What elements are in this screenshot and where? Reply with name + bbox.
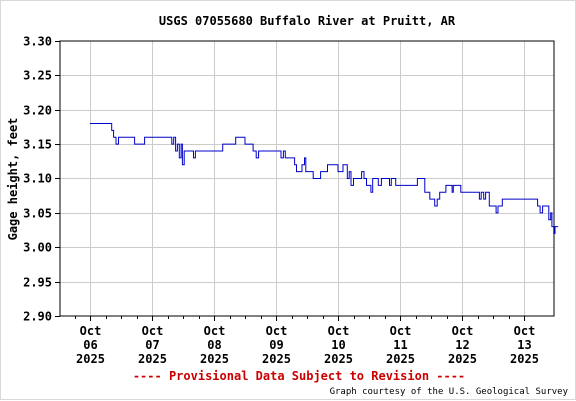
x-tick-label: 10: [331, 338, 345, 352]
grid-lines: [60, 41, 554, 316]
y-tick-label: 3.10: [23, 172, 52, 186]
y-tick-label: 3.05: [23, 207, 52, 221]
gage-height-series-line: [90, 123, 559, 234]
y-tick-label: 3.25: [23, 69, 52, 83]
y-tick-label: 2.95: [23, 276, 52, 290]
x-tick-label: 2025: [510, 352, 539, 366]
y-axis-label: Gage height, feet: [6, 118, 20, 241]
x-tick-label: 12: [455, 338, 469, 352]
x-tick-label: 2025: [386, 352, 415, 366]
chart-title: USGS 07055680 Buffalo River at Pruitt, A…: [159, 14, 456, 28]
x-tick-label: Oct: [80, 324, 102, 338]
x-tick-label: Oct: [452, 324, 474, 338]
x-tick-label: 09: [269, 338, 283, 352]
x-tick-label: 13: [517, 338, 531, 352]
x-axis-ticks: Oct062025Oct072025Oct082025Oct092025Oct1…: [75, 316, 539, 366]
usgs-courtesy-note: Graph courtesy of the U.S. Geological Su…: [330, 387, 569, 397]
y-tick-label: 2.90: [23, 310, 52, 324]
series-layer: [90, 123, 559, 234]
x-tick-label: 2025: [448, 352, 477, 366]
x-tick-label: 2025: [262, 352, 291, 366]
y-tick-label: 3.20: [23, 104, 52, 118]
x-tick-label: Oct: [204, 324, 226, 338]
x-tick-label: Oct: [514, 324, 536, 338]
x-tick-label: 2025: [76, 352, 105, 366]
x-tick-label: 11: [393, 338, 407, 352]
provisional-notice: ---- Provisional Data Subject to Revisio…: [133, 369, 465, 383]
y-tick-label: 3.00: [23, 241, 52, 255]
x-tick-label: Oct: [390, 324, 412, 338]
x-tick-label: 08: [207, 338, 221, 352]
x-tick-label: 07: [145, 338, 159, 352]
x-tick-label: 2025: [138, 352, 167, 366]
x-tick-label: Oct: [142, 324, 164, 338]
y-tick-label: 3.15: [23, 138, 52, 152]
x-tick-label: 06: [83, 338, 97, 352]
x-tick-label: Oct: [266, 324, 288, 338]
x-tick-label: 2025: [324, 352, 353, 366]
y-axis-ticks: 2.90 2.95 3.00 3.05 3.10 3.15 3.20 3.25 3.30: [23, 35, 60, 324]
x-tick-label: Oct: [328, 324, 350, 338]
y-tick-label: 3.30: [23, 35, 52, 49]
x-tick-label: 2025: [200, 352, 229, 366]
